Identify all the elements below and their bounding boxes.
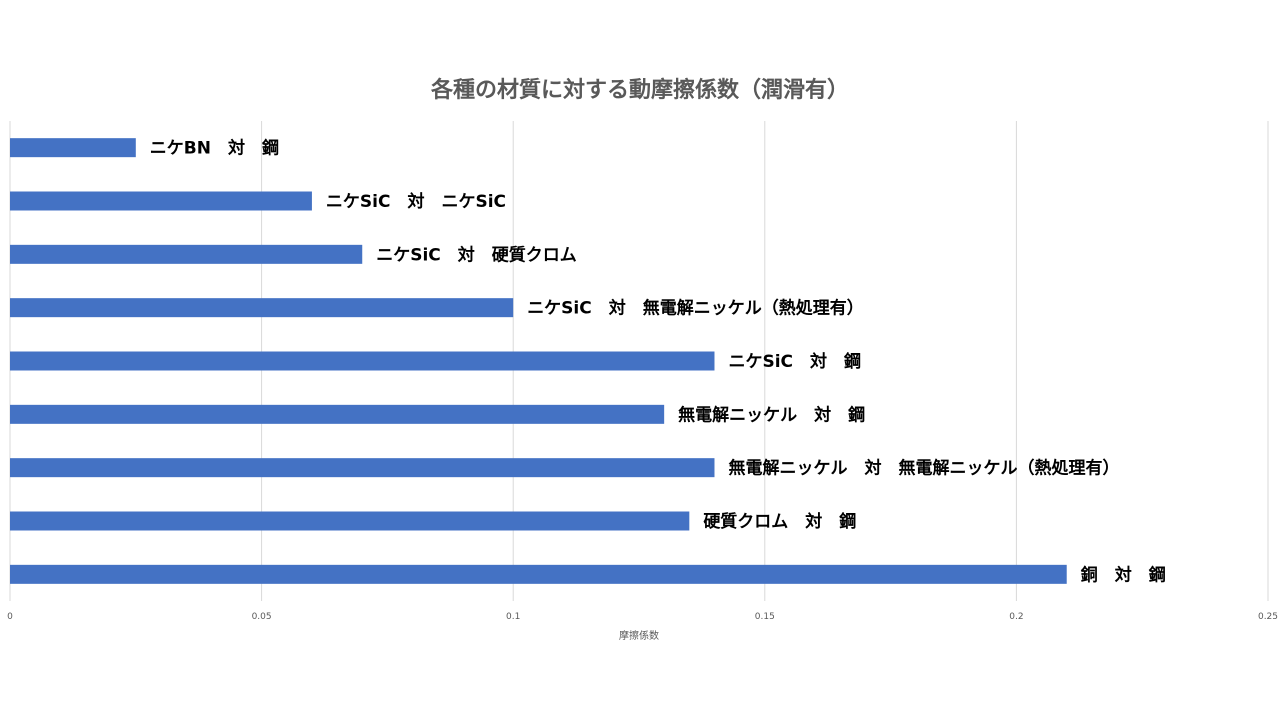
bar	[10, 191, 312, 211]
bar	[10, 244, 363, 264]
bar	[10, 351, 715, 371]
bar	[10, 298, 514, 318]
bar	[10, 404, 665, 424]
x-axis-title: 摩擦係数	[619, 629, 659, 642]
bar-label: ニケSiC 対 無電解ニッケル（熱処理有）	[527, 298, 864, 319]
bars	[10, 138, 1067, 584]
bar-label: 無電解ニッケル 対 鋼	[678, 404, 865, 425]
bar	[10, 511, 690, 531]
bar-label: 銅 対 鋼	[1081, 564, 1166, 585]
x-tick-labels: 0 0.05 0.1 0.15 0.2 0.25	[7, 612, 1278, 622]
bar	[10, 458, 715, 478]
bar-label: ニケSiC 対 鋼	[728, 351, 861, 372]
x-tick-label: 0	[7, 612, 13, 622]
bar-label: 硬質クロム 対 鋼	[703, 511, 856, 532]
bar-label: ニケSiC 対 硬質クロム	[376, 244, 577, 265]
x-tick-label: 0.1	[506, 612, 520, 622]
x-tick-label: 0.2	[1009, 612, 1023, 622]
chart-title: 各種の材質に対する動摩擦係数（潤滑有）	[430, 78, 849, 103]
bar-label: ニケBN 対 鋼	[150, 138, 279, 159]
bar-label: ニケSiC 対 ニケSiC	[326, 191, 506, 212]
bar	[10, 138, 136, 158]
x-tick-label: 0.25	[1258, 612, 1278, 622]
x-tick-label: 0.05	[252, 612, 272, 622]
bar-label: 無電解ニッケル 対 無電解ニッケル（熱処理有）	[728, 458, 1119, 479]
x-tick-label: 0.15	[755, 612, 775, 622]
bar	[10, 564, 1067, 584]
